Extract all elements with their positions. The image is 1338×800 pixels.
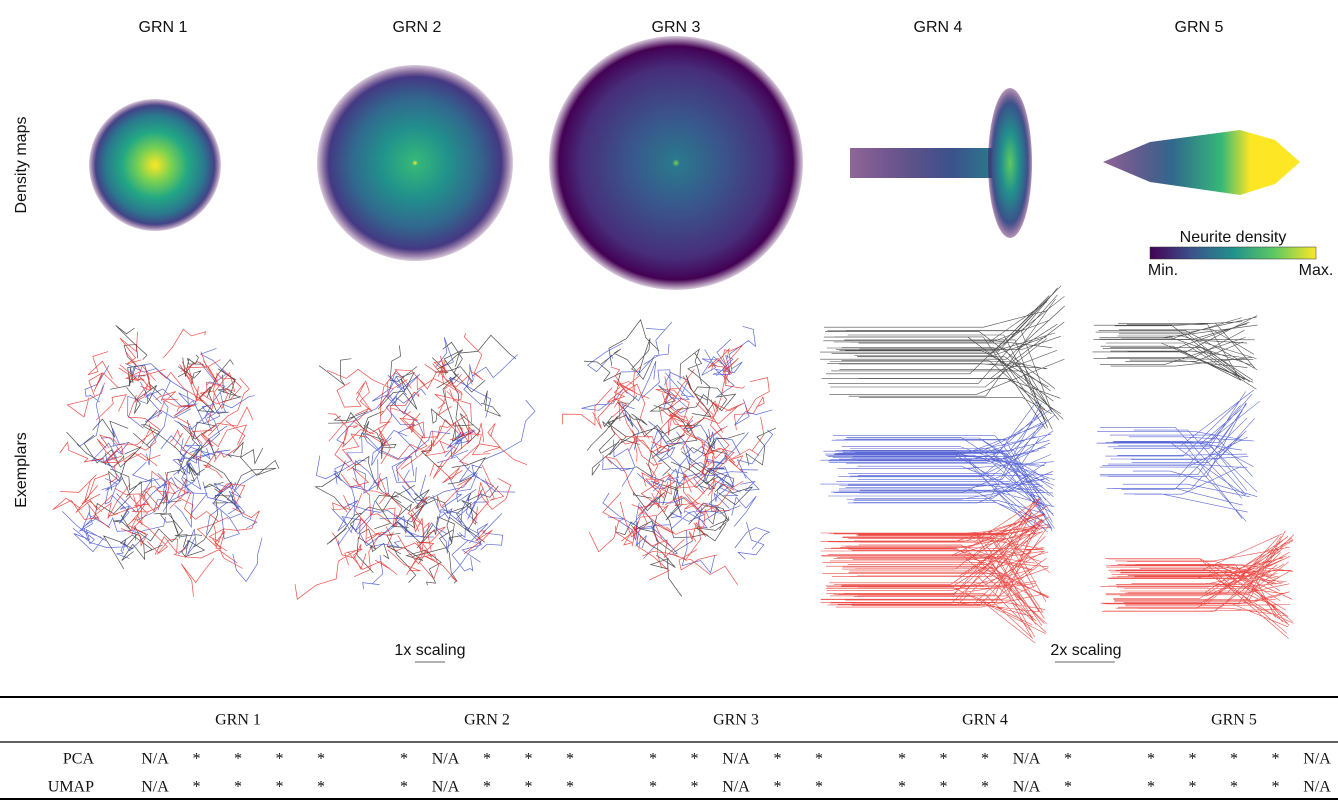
neurite-trace [67, 325, 279, 569]
table-cell: * [1189, 779, 1197, 796]
table-cell: N/A [722, 779, 750, 796]
figure: GRN 1 GRN 2 GRN 3 GRN 4 GRN 5 Density maps Exe… [0, 0, 1338, 800]
neurite-trace [820, 286, 1065, 430]
table-header: GRN 2 [464, 712, 510, 729]
table-cell: N/A [432, 779, 460, 796]
row-name: UMAP [48, 779, 94, 796]
scale-label: 2x scaling [1050, 642, 1121, 659]
column-title: GRN 5 [1175, 19, 1224, 36]
table-cell: * [774, 751, 782, 768]
neurite-trace [1092, 316, 1257, 390]
table-cell: * [1064, 751, 1072, 768]
table-cell: * [691, 779, 699, 796]
density-maps [89, 36, 1300, 290]
table-cell: * [774, 779, 782, 796]
table-cell: * [1189, 751, 1197, 768]
scale-label: 1x scaling [394, 642, 465, 659]
table-cell: * [981, 779, 989, 796]
table-cell: * [566, 779, 574, 796]
table-cell: * [1147, 751, 1155, 768]
table-cell: * [193, 779, 201, 796]
table-cell: N/A [141, 779, 169, 796]
table-cell: * [898, 779, 906, 796]
table-cell: * [234, 751, 242, 768]
table-cell: * [981, 751, 989, 768]
table-cell: * [317, 751, 325, 768]
colorbar-max: Max. [1299, 262, 1334, 279]
colorbar-min: Min. [1148, 262, 1178, 279]
column-title: GRN 4 [914, 19, 963, 36]
neurite-trace [315, 335, 516, 585]
table-cell: * [1147, 779, 1155, 796]
column-title: GRN 1 [139, 19, 188, 36]
table-cell: * [276, 779, 284, 796]
table-cell: N/A [432, 751, 460, 768]
table-cell: * [400, 779, 408, 796]
table-cell: * [193, 751, 201, 768]
neurite-trace [562, 346, 769, 585]
table-cell: * [400, 751, 408, 768]
table-cell: * [815, 779, 823, 796]
row-label: Density maps [13, 117, 30, 214]
table-cell: * [1230, 751, 1238, 768]
density-map [988, 88, 1032, 238]
density-map [89, 99, 221, 231]
table-cell: * [566, 751, 574, 768]
table-cell: * [234, 779, 242, 796]
table-cell: * [317, 779, 325, 796]
table-cell: * [1272, 751, 1280, 768]
table-cell: * [898, 751, 906, 768]
density-map [1103, 130, 1300, 195]
table-cell: * [649, 751, 657, 768]
table-cell: * [483, 751, 491, 768]
table-header: GRN 4 [962, 712, 1008, 729]
row-name: PCA [63, 751, 95, 768]
table-header: GRN 5 [1211, 712, 1257, 729]
density-map [317, 65, 513, 261]
neurite-trace [1097, 390, 1260, 521]
table-cell: N/A [1013, 751, 1041, 768]
neurite-trace [1100, 531, 1294, 639]
neurite-trace [53, 329, 260, 596]
density-map [549, 36, 803, 290]
table-cell: * [1230, 779, 1238, 796]
table-header: GRN 1 [215, 712, 261, 729]
colorbar [1150, 247, 1316, 259]
table-cell: * [815, 751, 823, 768]
table-cell: N/A [141, 751, 169, 768]
table-header: GRN 3 [713, 712, 759, 729]
table-cell: * [940, 751, 948, 768]
table-cell: * [1272, 779, 1280, 796]
table-cell: N/A [1013, 779, 1041, 796]
table-cell: * [483, 779, 491, 796]
table-cell: N/A [1303, 751, 1331, 768]
neurite-trace [820, 401, 1055, 535]
neurite-trace [820, 498, 1049, 643]
table-cell: N/A [722, 751, 750, 768]
exemplars [53, 286, 1294, 644]
table-cell: * [525, 751, 533, 768]
table-cell: N/A [1303, 779, 1331, 796]
table-cell: * [276, 751, 284, 768]
table-cell: * [691, 751, 699, 768]
table-cell: * [649, 779, 657, 796]
row-label: Exemplars [13, 432, 30, 508]
table-cell: * [940, 779, 948, 796]
table-cell: * [525, 779, 533, 796]
table-cell: * [1064, 779, 1072, 796]
column-title: GRN 3 [652, 19, 701, 36]
colorbar-label: Neurite density [1180, 229, 1287, 246]
column-title: GRN 2 [393, 19, 442, 36]
